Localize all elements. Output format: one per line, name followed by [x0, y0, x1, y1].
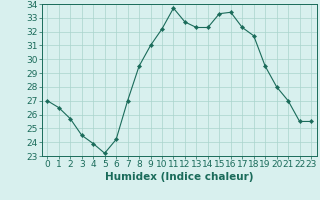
X-axis label: Humidex (Indice chaleur): Humidex (Indice chaleur): [105, 172, 253, 182]
